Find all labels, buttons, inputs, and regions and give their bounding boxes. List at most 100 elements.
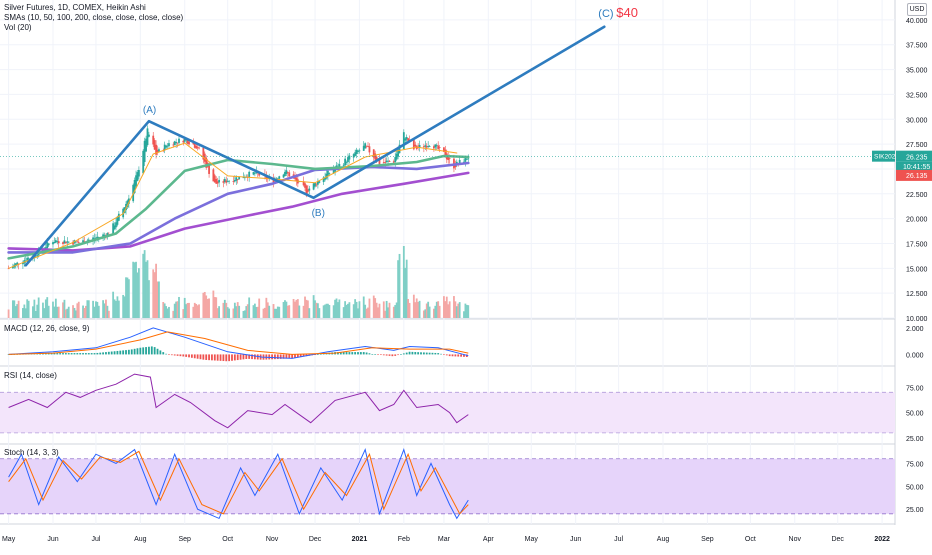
macd-histogram-bar (136, 348, 139, 355)
candle-body (213, 175, 216, 183)
candle-body (438, 147, 441, 149)
legend-smas[interactable]: SMAs (10, 50, 100, 200, close, close, cl… (4, 13, 184, 22)
volume-bar (17, 300, 20, 318)
candle-body (153, 140, 156, 150)
x-tick-label: Sep (701, 536, 714, 543)
volume-bar (215, 297, 218, 318)
volume-bar (23, 304, 26, 318)
volume-bar (412, 294, 415, 318)
volume-bar (52, 301, 54, 318)
candle-body (347, 157, 349, 162)
candle-body (222, 181, 225, 183)
x-tick-label: Nov (266, 536, 279, 543)
volume-bar (457, 303, 460, 318)
volume-bar (203, 291, 206, 318)
macd-histogram-bar (236, 354, 239, 361)
volume-bar (225, 302, 228, 318)
candle-body (306, 189, 309, 192)
macd-histogram-bar (425, 352, 428, 355)
macd-histogram-bar (302, 354, 305, 357)
macd-histogram-bar (463, 354, 465, 357)
legend-stoch[interactable]: Stoch (14, 3, 3) (4, 448, 59, 457)
candle-body (66, 241, 69, 243)
volume-bar (195, 303, 198, 318)
candle-body (182, 140, 185, 143)
macd-histogram-bar (294, 354, 296, 358)
volume-bar (73, 307, 76, 318)
volume-bar (37, 297, 40, 318)
candle-body (152, 135, 155, 145)
candle-body (443, 147, 445, 152)
volume-bar (404, 267, 407, 318)
volume-bar (205, 295, 208, 318)
volume-bar (274, 308, 276, 318)
volume-bar (372, 295, 375, 318)
macd-histogram-bar (170, 354, 173, 356)
volume-bar (116, 296, 119, 318)
macd-histogram-bar (42, 353, 44, 355)
candle-body (358, 150, 361, 152)
volume-bar (112, 291, 115, 318)
legend-rsi[interactable]: RSI (14, close) (4, 371, 57, 380)
macd-histogram-bar (299, 354, 302, 358)
candle-body (432, 146, 435, 149)
currency-badge[interactable]: USD (907, 3, 927, 16)
volume-bar (76, 303, 79, 318)
volume-bar (365, 308, 368, 318)
macd-histogram-bar (70, 353, 73, 355)
macd-histogram-bar (130, 349, 133, 355)
macd-histogram-bar (411, 351, 414, 355)
candle-body (364, 143, 367, 149)
volume-bar (218, 306, 220, 318)
macd-histogram-bar (82, 353, 84, 355)
rsi-legend: RSI (14, close) (4, 371, 57, 381)
macd-histogram-bar (93, 353, 96, 355)
candle-body (407, 138, 410, 141)
macd-histogram-bar (368, 353, 371, 355)
candle-body (186, 139, 189, 144)
x-tick-label: 2022 (874, 536, 890, 543)
y-tick-label: 15.000 (906, 266, 928, 273)
volume-bar (463, 311, 465, 318)
volume-bar (392, 306, 395, 318)
candle-body (315, 184, 318, 186)
volume-bar (305, 299, 308, 318)
volume-bar (235, 306, 238, 318)
volume-bar (165, 306, 168, 318)
volume-bar (105, 299, 107, 318)
macd-histogram-bar (285, 354, 288, 359)
stoch-band (0, 458, 895, 514)
volume-bar (155, 263, 157, 318)
volume-bar (377, 307, 379, 318)
volume-bar (24, 308, 27, 318)
macd-histogram-bar (414, 352, 417, 355)
candle-body (365, 145, 368, 147)
volume-bar (328, 304, 331, 318)
volume-bar (185, 304, 188, 318)
volume-bar (95, 301, 97, 318)
macd-histogram-bar (90, 353, 93, 355)
volume-bar (182, 309, 185, 318)
volume-bar (198, 304, 200, 318)
secondary-price-badge-value: 26.135 (906, 173, 928, 180)
x-tick-label: Oct (222, 536, 233, 543)
target-label: $40 (616, 5, 638, 20)
rsi-band (0, 392, 895, 433)
volume-bar (133, 262, 136, 318)
legend-symbol[interactable]: Silver Futures, 1D, COMEX, Heikin Ashi (4, 3, 146, 12)
candle-body (46, 242, 49, 249)
volume-bar (106, 305, 109, 318)
candle-body (127, 198, 130, 204)
volume-bar (85, 305, 87, 318)
candle-body (163, 144, 166, 151)
legend-volume[interactable]: Vol (20) (4, 23, 32, 32)
macd-histogram-bar (62, 353, 64, 355)
volume-bar (397, 260, 399, 318)
macd-histogram-bar (53, 353, 56, 355)
macd-histogram-bar (245, 354, 248, 359)
volume-bar (384, 310, 387, 318)
legend-macd[interactable]: MACD (12, 26, close, 9) (4, 324, 90, 333)
candle-body (437, 145, 440, 149)
volume-bar (368, 298, 371, 318)
volume-bar (113, 299, 116, 318)
